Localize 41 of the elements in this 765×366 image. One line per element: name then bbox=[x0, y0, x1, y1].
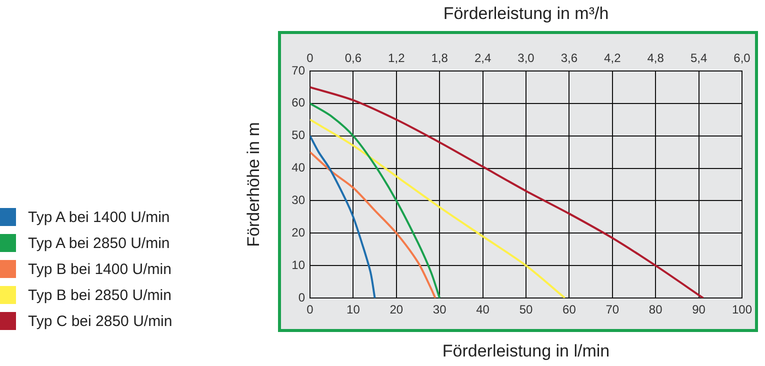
line-series bbox=[310, 151, 436, 298]
x2-axis-title: Förderleistung in m³/h bbox=[443, 4, 609, 23]
x2-tick-label: 1,8 bbox=[431, 51, 448, 66]
x2-tick-label: 3,6 bbox=[560, 51, 578, 66]
line-series bbox=[310, 134, 376, 298]
line-series bbox=[310, 118, 566, 298]
x-tick-label: 20 bbox=[390, 302, 404, 317]
y-tick-label: 0 bbox=[298, 290, 306, 304]
y-tick-label: 30 bbox=[292, 193, 306, 208]
x-tick-label: 80 bbox=[648, 302, 663, 317]
x-tick-label: 40 bbox=[476, 302, 490, 317]
x2-tick-label: 5,4 bbox=[690, 51, 708, 66]
y-tick-label: 60 bbox=[292, 96, 306, 110]
line-series bbox=[310, 86, 704, 298]
x2-tick-label: 4,8 bbox=[647, 51, 664, 66]
x2-tick-label: 2,4 bbox=[474, 51, 492, 66]
legend-label: Typ B bei 2850 U/min bbox=[28, 286, 172, 304]
legend-label: Typ A bei 1400 U/min bbox=[28, 208, 170, 226]
x-tick-label: 60 bbox=[562, 302, 576, 317]
x2-tick-label: 3,0 bbox=[518, 51, 535, 66]
y-tick-label: 50 bbox=[292, 128, 306, 142]
x2-tick-label: 0,6 bbox=[344, 51, 362, 66]
x2-tick-label: 1,2 bbox=[388, 51, 406, 66]
x2-tick-label: 4,2 bbox=[604, 51, 622, 66]
x-axis-title: Förderleistung in l/min bbox=[442, 341, 610, 360]
y-tick-label: 10 bbox=[292, 258, 306, 272]
legend-label: Typ A bei 2850 U/min bbox=[28, 234, 170, 252]
x-tick-label: 50 bbox=[519, 302, 533, 317]
y-axis-title: Förderhöhe in m bbox=[244, 122, 263, 247]
x-tick-label: 70 bbox=[606, 302, 620, 317]
y-tick-label: 40 bbox=[292, 160, 306, 175]
legend-label: Typ B bei 1400 U/min bbox=[28, 260, 172, 278]
y-tick-label: 70 bbox=[292, 63, 306, 78]
x-tick-label: 100 bbox=[732, 302, 752, 317]
legend-label: Typ C bei 2850 U/min bbox=[28, 312, 172, 330]
line-series bbox=[310, 102, 441, 298]
x-tick-label: 10 bbox=[346, 302, 360, 317]
x-tick-label: 30 bbox=[432, 302, 447, 317]
y-tick-label: 20 bbox=[292, 225, 306, 240]
x-tick-label: 90 bbox=[692, 302, 706, 317]
x2-tick-label: 6,0 bbox=[734, 51, 751, 66]
